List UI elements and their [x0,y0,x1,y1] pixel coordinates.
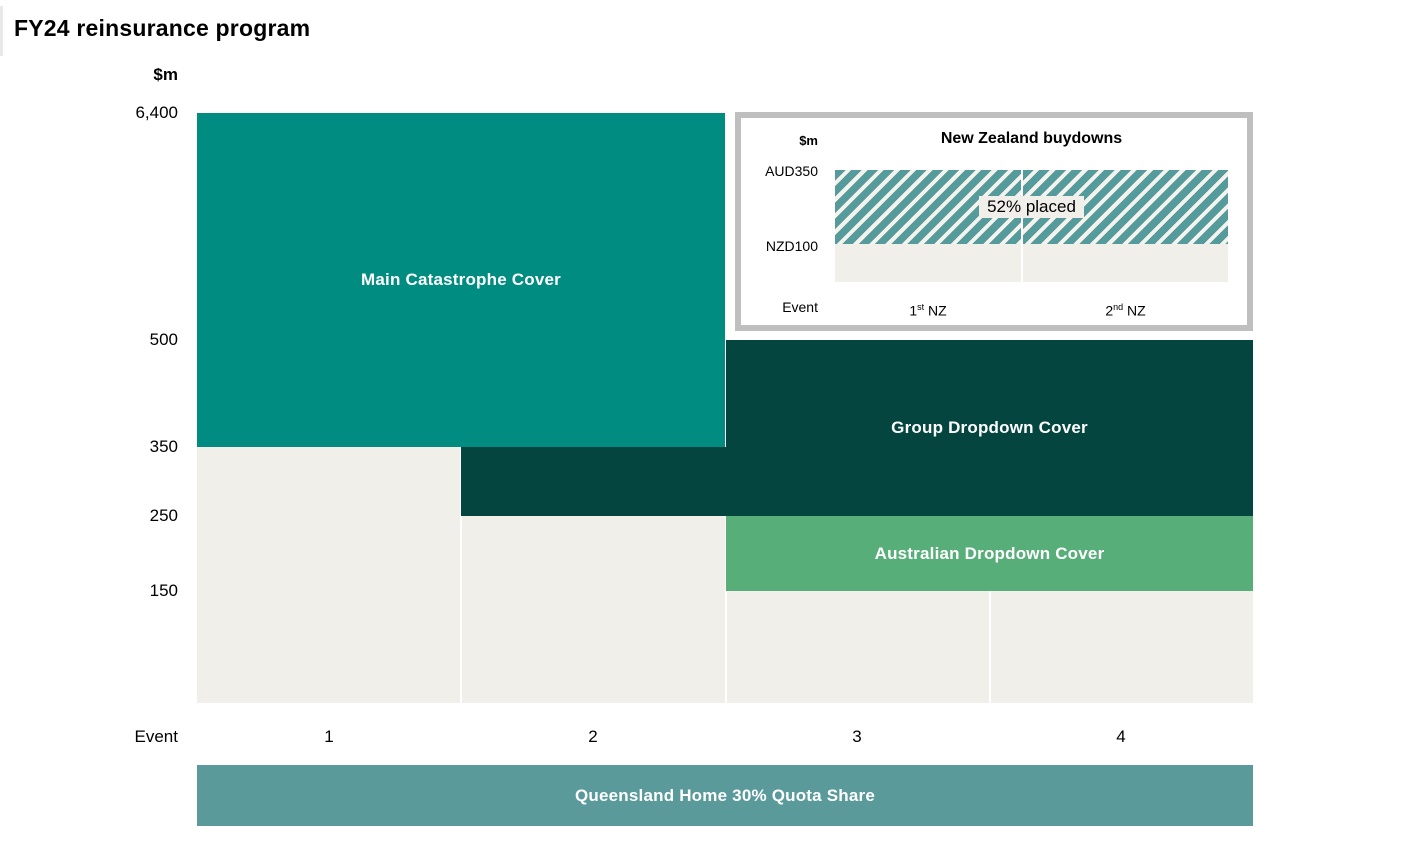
y-tick-500: 500 [149,330,178,349]
window-edge-line [0,6,3,56]
inset-y-axis-unit-label: $m [799,133,818,148]
x-tick-event-3: 3 [852,727,862,746]
retention-area-event-4 [991,591,1253,703]
inset-x-tick-2nd-nz: 2nd NZ [1023,298,1228,319]
y-tick-250: 250 [149,506,178,525]
x-tick-event-1: 1 [324,727,334,746]
y-tick-150: 150 [149,581,178,600]
australian-dropdown-cover-block: Australian Dropdown Cover [726,516,1253,591]
placed-annotation-wrap: 52% placed [835,170,1228,244]
quota-share-label: Queensland Home 30% Quota Share [574,785,875,805]
event2-dropdown-block [461,447,726,516]
inset-x-axis-title: Event [782,299,818,315]
y-tick-6400: 6,400 [135,103,178,122]
main-catastrophe-cover-label: Main Catastrophe Cover [361,270,561,289]
retention-area-event-2 [462,516,725,703]
placed-annotation: 52% placed [979,196,1084,218]
australian-dropdown-cover-label: Australian Dropdown Cover [874,543,1105,563]
inset-y-tick-nzd100: NZD100 [765,238,818,254]
x-tick-event-2: 2 [588,727,598,746]
inset-retention-2nd [1023,244,1228,282]
x-axis-title: Event [134,727,178,746]
inset-title: New Zealand buydowns [940,130,1123,147]
retention-area-event-1 [197,447,460,703]
retention-area-event-3 [727,591,989,703]
quota-share-bar: Queensland Home 30% Quota Share [197,765,1253,826]
page-title: FY24 reinsurance program [14,15,311,41]
main-catastrophe-cover-block: Main Catastrophe Cover [197,113,725,447]
y-axis-unit-label: $m [153,65,178,84]
tick-sup: st [917,302,925,312]
tick-suffix: NZ [924,302,947,319]
tick-base: 1 [909,302,918,319]
group-dropdown-cover-label: Group Dropdown Cover [891,418,1088,437]
x-tick-event-4: 4 [1116,727,1126,746]
inset-y-tick-aud350: AUD350 [765,163,818,179]
group-dropdown-cover-block: Group Dropdown Cover [726,340,1253,516]
tick-sup: nd [1113,302,1124,312]
tick-base: 2 [1105,302,1114,319]
y-tick-350: 350 [149,437,178,456]
tick-suffix: NZ [1123,302,1146,319]
inset-x-tick-1st-nz: 1st NZ [835,298,1021,319]
inset-retention-1st [835,244,1021,282]
nz-buydowns-inset: $m New Zealand buydowns AUD350 NZD100 52… [735,112,1253,331]
